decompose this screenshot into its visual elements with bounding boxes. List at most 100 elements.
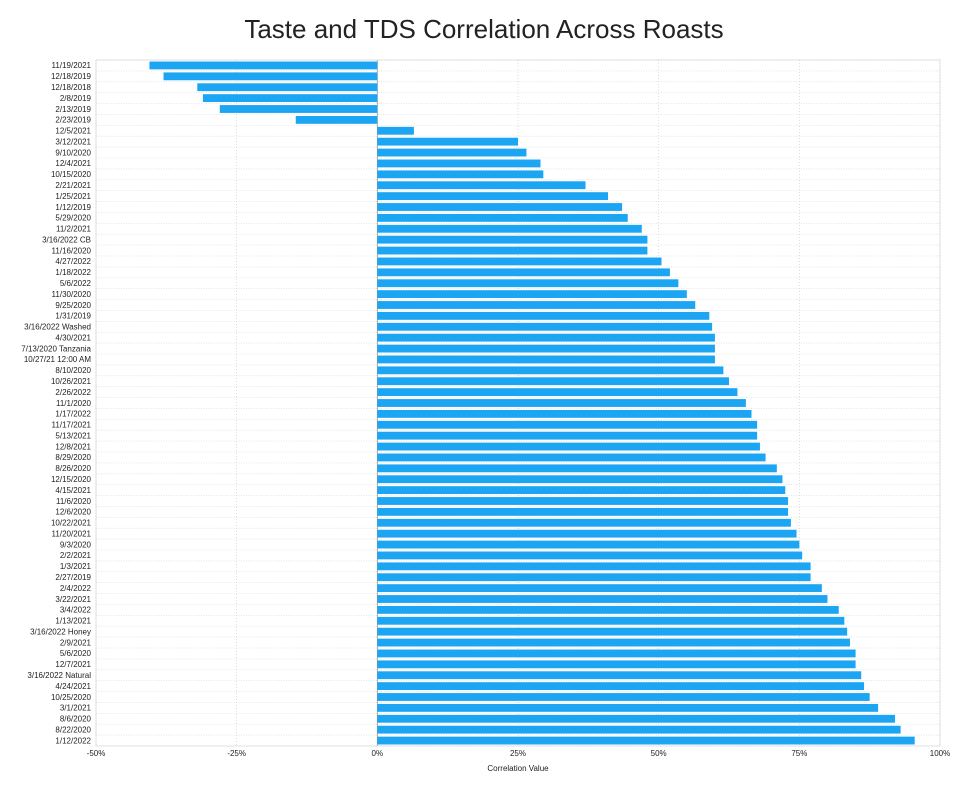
category-label: 8/6/2020: [60, 715, 92, 724]
bar: [377, 399, 746, 407]
bar: [377, 693, 870, 701]
bar: [377, 714, 895, 723]
bar: [377, 518, 791, 527]
bar: [202, 94, 378, 103]
category-label: 8/22/2020: [55, 725, 91, 734]
category-label: 4/15/2021: [55, 486, 91, 495]
category-label: 12/6/2020: [55, 508, 91, 517]
bar: [377, 475, 783, 484]
category-label: 5/6/2020: [60, 649, 92, 658]
bar: [377, 268, 670, 277]
category-label: 12/4/2021: [55, 159, 91, 168]
category-label: 2/4/2022: [60, 584, 92, 593]
x-tick-labels: -50% -25% 0% 25% 50% 75% 100%: [87, 749, 951, 758]
bar: [377, 573, 811, 582]
category-label: 3/22/2021: [55, 595, 91, 604]
category-label: 1/17/2022: [55, 410, 91, 419]
category-label: 10/15/2020: [51, 170, 92, 179]
bar: [377, 497, 789, 505]
category-label: 4/30/2021: [55, 333, 91, 342]
bar: [377, 246, 648, 255]
bar: [377, 213, 628, 222]
category-label: 5/13/2021: [55, 431, 91, 440]
bar: [377, 486, 786, 495]
bar: [377, 322, 713, 331]
bar: [377, 682, 865, 691]
category-label: 11/20/2021: [52, 529, 92, 538]
category-label: 12/5/2021: [55, 127, 91, 136]
category-label: 1/18/2022: [55, 268, 91, 277]
bar: [377, 671, 862, 680]
bars: [149, 61, 915, 745]
bar: [377, 137, 518, 146]
category-label: 5/6/2022: [60, 279, 92, 288]
bar: [377, 616, 845, 625]
category-label: 12/8/2021: [55, 442, 91, 451]
bar: [377, 703, 879, 712]
category-label: 3/1/2021: [60, 704, 92, 713]
bar: [377, 627, 848, 636]
bar: [377, 301, 696, 309]
bar: [377, 311, 710, 320]
bar: [295, 115, 378, 124]
category-label: 10/26/2021: [51, 377, 92, 386]
category-label: 2/21/2021: [55, 181, 91, 190]
category-label: 2/2/2021: [60, 551, 92, 560]
category-label: 8/29/2020: [55, 453, 91, 462]
category-label: 5/29/2020: [55, 214, 91, 223]
category-label: 10/27/21 12:00 AM: [24, 355, 92, 364]
category-label: 7/13/2020 Tanzania: [21, 344, 91, 353]
bar: [377, 540, 800, 549]
category-label: 3/12/2021: [55, 137, 91, 146]
category-label: 11/17/2021: [52, 421, 92, 430]
x-tick-label: -25%: [227, 749, 246, 758]
category-label: 11/6/2020: [56, 497, 92, 506]
x-tick-label: 75%: [791, 749, 807, 758]
bar: [377, 203, 623, 211]
category-label: 4/27/2022: [55, 257, 91, 266]
plot-frame: [95, 59, 941, 747]
bar: [377, 551, 803, 560]
x-tick-label: 100%: [930, 749, 950, 758]
category-label: 12/15/2020: [51, 475, 92, 484]
bar: [377, 170, 544, 179]
category-label: 11/1/2020: [56, 399, 92, 408]
bar: [377, 464, 777, 473]
category-label: 8/26/2020: [55, 464, 91, 473]
category-label: 11/30/2020: [52, 290, 92, 299]
category-label: 8/10/2020: [55, 366, 91, 375]
bar: [377, 257, 662, 266]
x-axis-title: Correlation Value: [487, 764, 549, 773]
category-label: 3/4/2022: [60, 606, 92, 615]
category-label: 11/19/2021: [52, 61, 92, 70]
bar: [377, 584, 822, 593]
category-label: 2/9/2021: [60, 638, 92, 647]
bar: [377, 725, 901, 734]
category-label: 2/13/2019: [55, 105, 91, 114]
category-label: 10/22/2021: [51, 519, 92, 528]
category-label: 1/25/2021: [55, 192, 91, 201]
bar: [377, 442, 760, 451]
category-label: 3/16/2022 Natural: [27, 671, 91, 680]
bar: [377, 388, 738, 397]
category-label: 11/2/2021: [56, 225, 92, 234]
grid-lines: [95, 59, 941, 747]
bar: [197, 83, 378, 92]
category-label: 9/25/2020: [55, 301, 91, 310]
bar: [377, 649, 856, 658]
x-tick-label: 25%: [510, 749, 526, 758]
category-label: 3/16/2022 Honey: [30, 627, 91, 636]
category-label: 3/16/2022 Washed: [24, 323, 91, 332]
category-label: 2/27/2019: [55, 573, 91, 582]
category-label: 1/13/2021: [55, 617, 91, 626]
bar: [377, 333, 715, 342]
bar: [377, 507, 789, 516]
category-label: 1/12/2022: [55, 736, 91, 745]
x-tick-label: 0%: [372, 749, 384, 758]
x-tick-label: -50%: [87, 749, 106, 758]
category-label: 10/25/2020: [51, 693, 92, 702]
category-labels: 11/19/2021 12/18/2019 12/18/2018 2/8/2019 2/…: [21, 61, 91, 745]
category-label: 2/26/2022: [55, 388, 91, 397]
category-label: 1/31/2019: [55, 312, 91, 321]
